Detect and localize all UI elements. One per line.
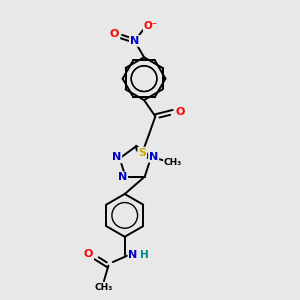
Text: O⁻: O⁻ (144, 21, 158, 31)
Text: N: N (128, 250, 138, 260)
Text: CH₃: CH₃ (95, 283, 113, 292)
Text: N: N (118, 172, 127, 182)
Text: N: N (130, 36, 139, 46)
Text: O: O (110, 29, 119, 39)
Text: N: N (112, 152, 121, 162)
Text: S: S (138, 148, 146, 158)
Text: CH₃: CH₃ (164, 158, 182, 167)
Text: N: N (149, 152, 158, 162)
Text: O: O (176, 107, 185, 117)
Text: O: O (84, 249, 93, 259)
Text: H: H (140, 250, 148, 260)
